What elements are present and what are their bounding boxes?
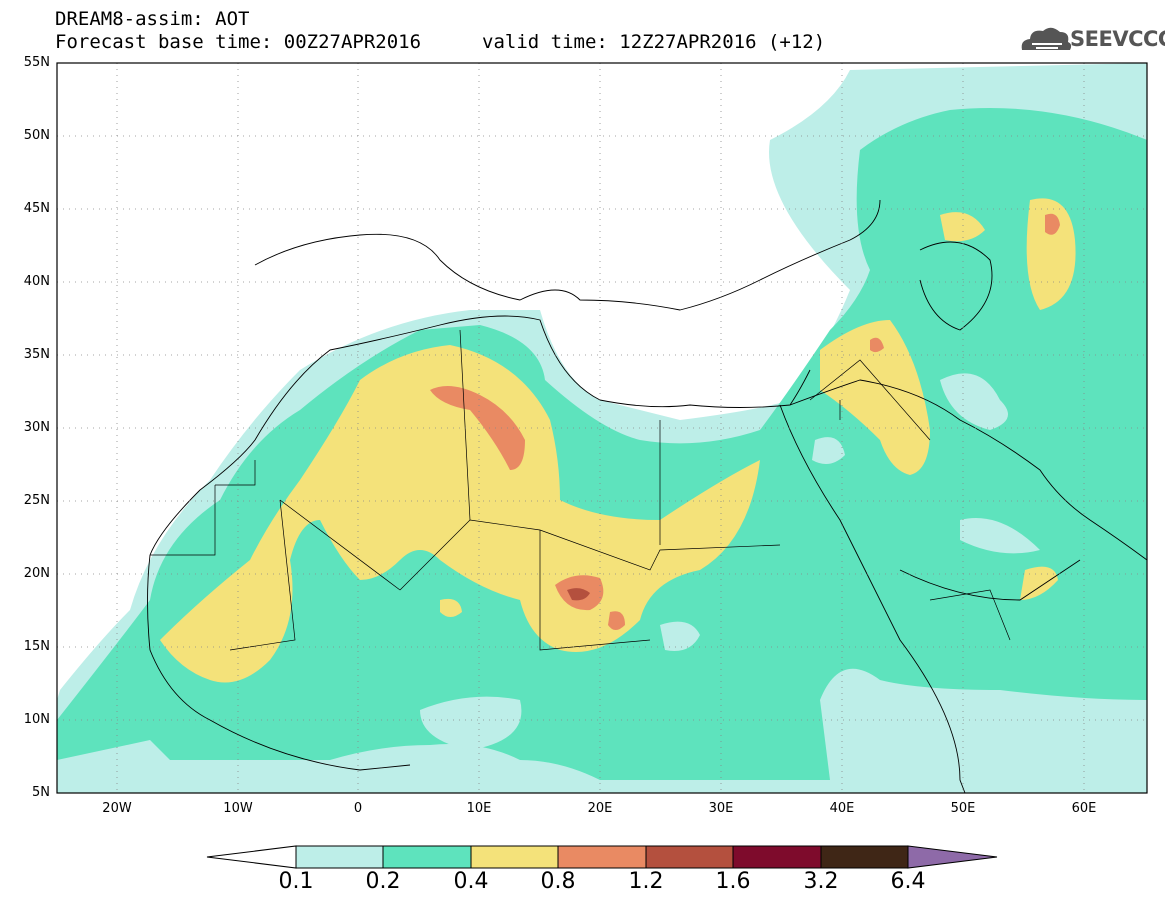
- lat-tick: 25N: [23, 493, 50, 508]
- base-time-line: Forecast base time: 00Z27APR2016: [55, 31, 422, 53]
- colorbar-below-arrow: [206, 845, 297, 869]
- lat-tick: 5N: [32, 785, 50, 800]
- colorbar-label: 0.1: [278, 869, 314, 894]
- colorbar-label: 0.4: [453, 869, 489, 894]
- lat-tick: 50N: [23, 128, 50, 143]
- lon-tick: 50E: [950, 801, 976, 816]
- coastlines: [147, 199, 1147, 793]
- lat-tick: 35N: [23, 347, 50, 362]
- colorbar-swatch: [557, 845, 647, 869]
- lat-tick: 45N: [23, 201, 50, 216]
- title-line: DREAM8-assim: AOT: [55, 8, 250, 30]
- colorbar-swatch: [382, 845, 472, 869]
- colorbar-swatch: [820, 845, 909, 869]
- borders: [150, 329, 1011, 651]
- lon-tick: 40E: [829, 801, 855, 816]
- lon-tick: 10W: [223, 801, 253, 816]
- lat-tick: 10N: [23, 712, 50, 727]
- colorbar-swatch: [295, 845, 384, 869]
- colorbar-label: 0.8: [540, 869, 576, 894]
- lat-tick: 15N: [23, 639, 50, 654]
- lat-tick: 55N: [23, 55, 50, 70]
- colorbar-swatch: [645, 845, 734, 869]
- cloud-icon: [1021, 27, 1072, 50]
- lon-tick: 30E: [708, 801, 734, 816]
- map-frame: [56, 62, 1148, 794]
- colorbar-swatch: [732, 845, 822, 869]
- lon-tick: 60E: [1071, 801, 1097, 816]
- colorbar: [206, 845, 998, 869]
- colorbar-above-arrow: [907, 845, 998, 869]
- lon-tick: 20E: [587, 801, 613, 816]
- colorbar-label: 1.2: [628, 869, 664, 894]
- aot-contours: [57, 63, 1147, 793]
- lat-tick: 20N: [23, 566, 50, 581]
- colorbar-label: 0.2: [365, 869, 401, 894]
- valid-time-line: valid time: 12Z27APR2016 (+12): [482, 31, 826, 53]
- colorbar-label: 6.4: [890, 869, 926, 894]
- colorbar-label: 1.6: [715, 869, 751, 894]
- lat-tick: 40N: [23, 274, 50, 289]
- lon-tick: 20W: [102, 801, 132, 816]
- logo-text: SEEVCCC: [1070, 27, 1165, 51]
- lon-tick: 0: [353, 801, 363, 816]
- lon-tick: 10E: [466, 801, 492, 816]
- colorbar-label: 3.2: [803, 869, 839, 894]
- lat-tick: 30N: [23, 420, 50, 435]
- colorbar-swatch: [470, 845, 559, 869]
